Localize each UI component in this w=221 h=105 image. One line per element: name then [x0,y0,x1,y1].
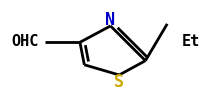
Text: N: N [105,11,116,29]
Text: OHC: OHC [12,34,39,49]
Text: S: S [114,73,124,91]
Text: Et: Et [182,34,200,49]
